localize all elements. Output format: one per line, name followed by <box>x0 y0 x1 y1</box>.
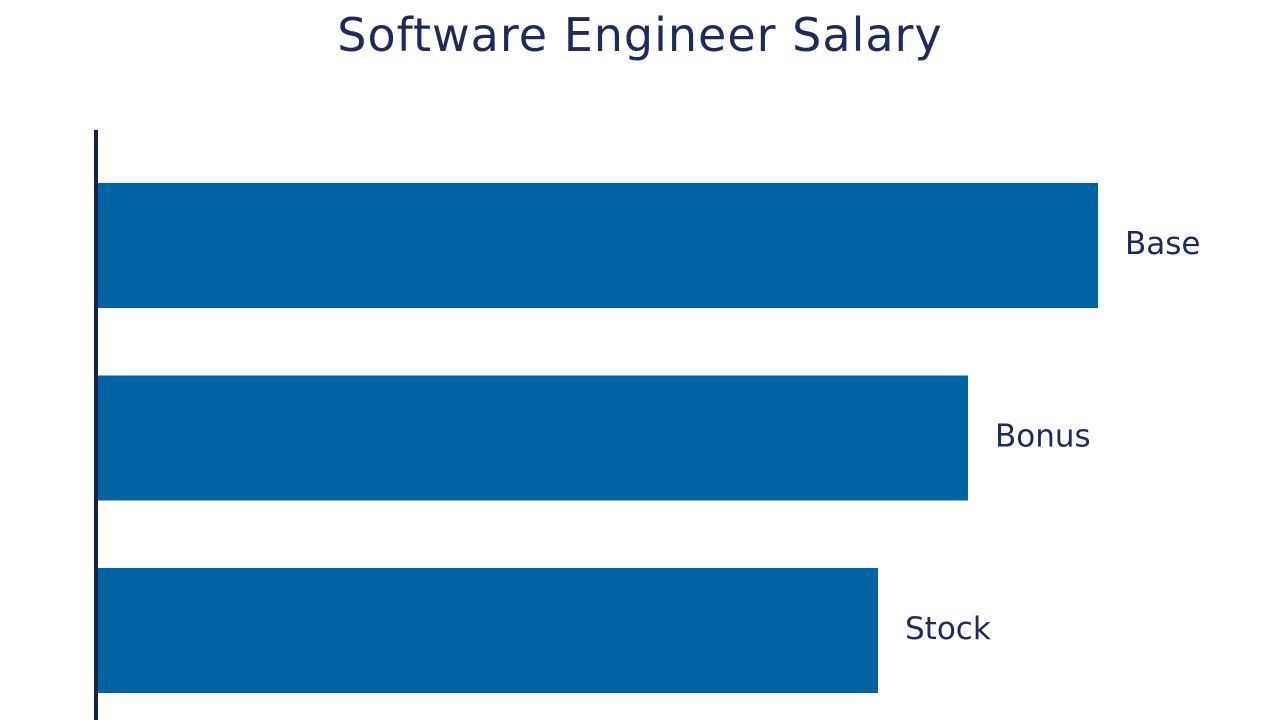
bar-label-bonus: Bonus <box>995 419 1091 455</box>
bar-label-base: Base <box>1125 226 1201 262</box>
bar-stock <box>98 568 878 693</box>
bar-base <box>98 183 1098 308</box>
bar-labels-group: Base Bonus Stock <box>905 226 1201 647</box>
bar-bonus <box>98 375 968 501</box>
chart-title: Software Engineer Salary <box>337 8 943 62</box>
bars-group <box>98 183 1098 693</box>
bar-label-stock: Stock <box>905 611 991 647</box>
